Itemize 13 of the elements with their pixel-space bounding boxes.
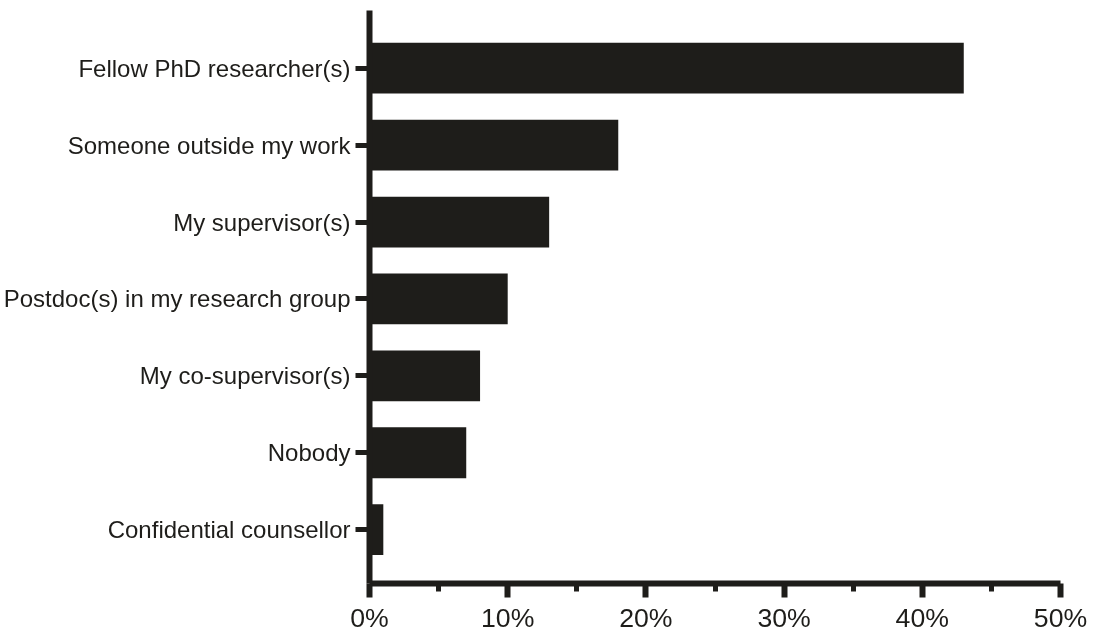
x-tick-label: 40%: [895, 602, 949, 633]
y-tick-label: Nobody: [267, 439, 351, 467]
y-tick-label: My co-supervisor(s): [139, 362, 351, 390]
x-tick-label: 30%: [757, 602, 811, 633]
x-tick-label: 20%: [619, 602, 673, 633]
y-tick-label: My supervisor(s): [173, 208, 351, 236]
y-tick-label: Fellow PhD researcher(s): [78, 54, 351, 82]
x-tick-label: 10%: [481, 602, 535, 633]
y-tick-label: Confidential counsellor: [107, 516, 351, 544]
x-tick-label: 0%: [350, 602, 389, 633]
y-tick-label: Someone outside my work: [67, 131, 352, 159]
x-tick-label: 50%: [1033, 602, 1088, 633]
y-tick-label: Postdoc(s) in my research group: [3, 285, 351, 313]
